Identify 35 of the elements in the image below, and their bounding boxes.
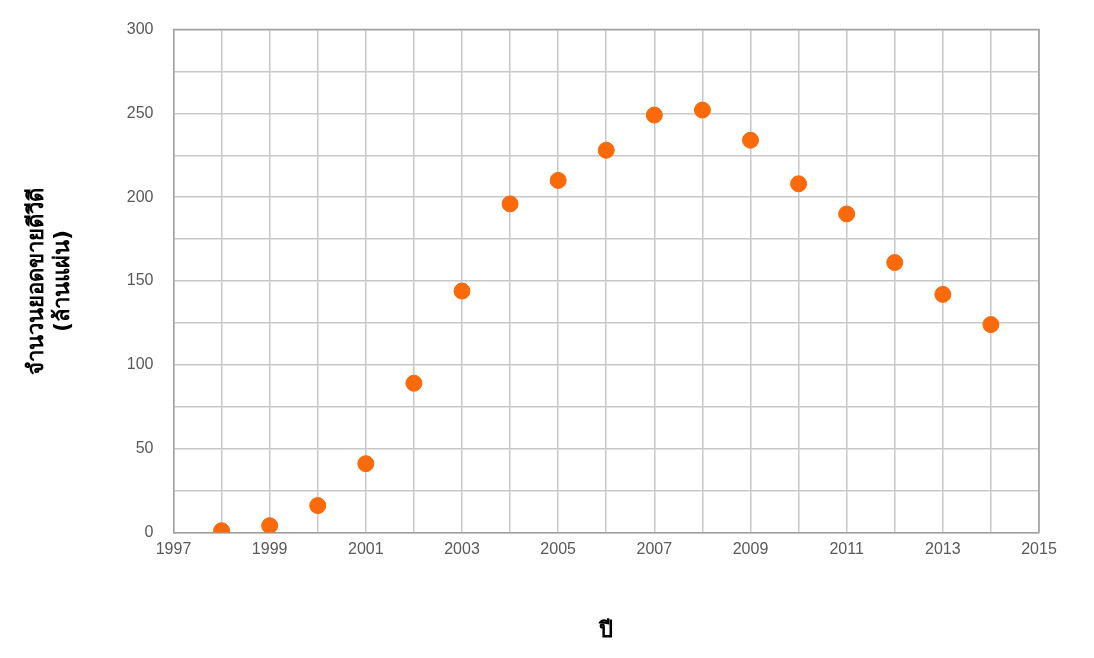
point (934, 285, 952, 303)
y-tick-label: 300 (126, 20, 154, 38)
y-tick-label: 150 (126, 271, 154, 289)
point (597, 141, 615, 159)
point (261, 517, 279, 533)
x-tick-label: 2007 (636, 540, 673, 558)
x-tick-label: 1997 (155, 540, 192, 558)
point (405, 374, 423, 392)
x-tick-label: 2013 (925, 540, 961, 558)
y-tick-label: 50 (135, 439, 154, 457)
x-tick-label: 1999 (251, 540, 288, 558)
point (790, 175, 808, 193)
y-tick-label: 0 (144, 522, 154, 540)
point (309, 497, 327, 515)
y-tick-label: 100 (126, 355, 154, 373)
x-tick-label: 2015 (1021, 540, 1057, 558)
point (549, 171, 567, 189)
x-tick-label: 2003 (444, 540, 480, 558)
point (645, 106, 663, 124)
x-tick-label: 2011 (829, 540, 864, 558)
point (357, 455, 375, 473)
point (886, 254, 904, 272)
point (501, 195, 519, 213)
point (453, 282, 471, 300)
x-tick-label: 2009 (732, 540, 769, 558)
point (982, 316, 1000, 334)
point (838, 205, 856, 223)
x-axis-title: ปี (598, 616, 614, 642)
y-tick-label: 200 (126, 187, 154, 205)
point (742, 131, 759, 149)
y-tick-label: 250 (126, 103, 154, 121)
point (693, 101, 711, 119)
y-axis-title: จำนวนยอดขายดีวีดี (ล้านแผ่น) (22, 187, 75, 375)
x-tick-label: 2001 (348, 540, 384, 558)
x-tick-label: 2005 (540, 540, 577, 558)
